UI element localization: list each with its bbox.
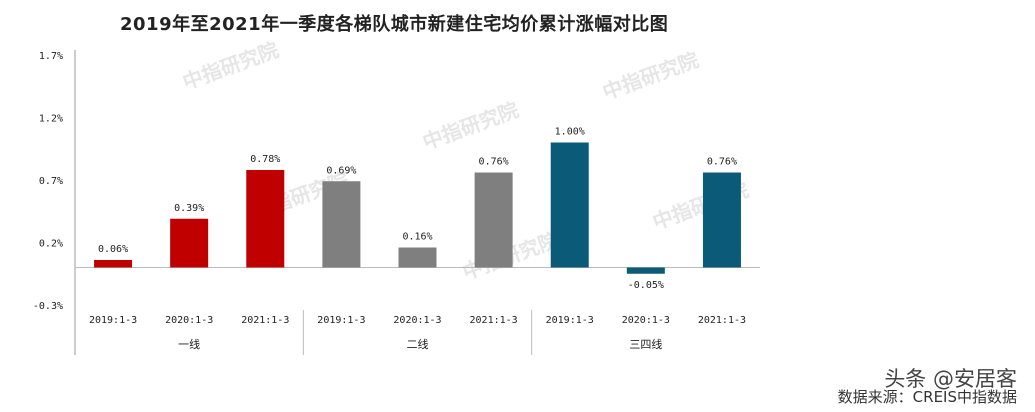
y-tick-label: 1.7% (39, 51, 63, 62)
data-source: 数据来源：CREIS中指数据 (837, 388, 1017, 406)
x-tick-label: 2020:1-3 (165, 315, 213, 326)
x-tick-label: 2019:1-3 (89, 315, 137, 326)
data-label: 0.06% (98, 244, 128, 255)
chart-title: 2019年至2021年一季度各梯队城市新建住宅均价累计涨幅对比图 (120, 14, 669, 35)
bar (94, 260, 133, 268)
x-tick-label: 2020:1-3 (622, 315, 670, 326)
group-label: 三四线 (629, 337, 662, 351)
bar (322, 181, 361, 268)
data-label: 0.69% (326, 165, 356, 176)
bar (626, 267, 665, 274)
data-label: 0.39% (174, 203, 204, 214)
data-label: 0.78% (250, 154, 280, 165)
bar (398, 247, 437, 268)
x-tick-label: 2019:1-3 (317, 315, 365, 326)
group-label: 二线 (407, 337, 429, 351)
data-label: 0.76% (707, 157, 737, 168)
data-label: 0.76% (479, 157, 509, 168)
x-tick-label: 2021:1-3 (470, 315, 518, 326)
y-tick-label: 0.2% (39, 239, 63, 250)
platform-credit: 头条 @安居客 (884, 367, 1017, 391)
x-tick-label: 2020:1-3 (393, 315, 441, 326)
bar (170, 218, 209, 268)
data-label: 0.16% (402, 232, 432, 243)
x-tick-label: 2021:1-3 (241, 315, 289, 326)
source-credit: 头条 @安居客 数据来源：CREIS中指数据 (837, 367, 1017, 407)
y-tick-label: 1.2% (39, 114, 63, 125)
bar (550, 142, 589, 268)
bar (474, 172, 513, 268)
group-label: 一线 (178, 337, 200, 351)
x-tick-label: 2019:1-3 (546, 315, 594, 326)
y-tick-label: 0.7% (39, 176, 63, 187)
data-label: 1.00% (555, 127, 585, 138)
bar (246, 170, 285, 268)
x-tick-label: 2021:1-3 (698, 315, 746, 326)
y-tick-label: -0.3% (33, 301, 63, 312)
data-label: -0.05% (628, 280, 664, 291)
bar (702, 172, 741, 268)
